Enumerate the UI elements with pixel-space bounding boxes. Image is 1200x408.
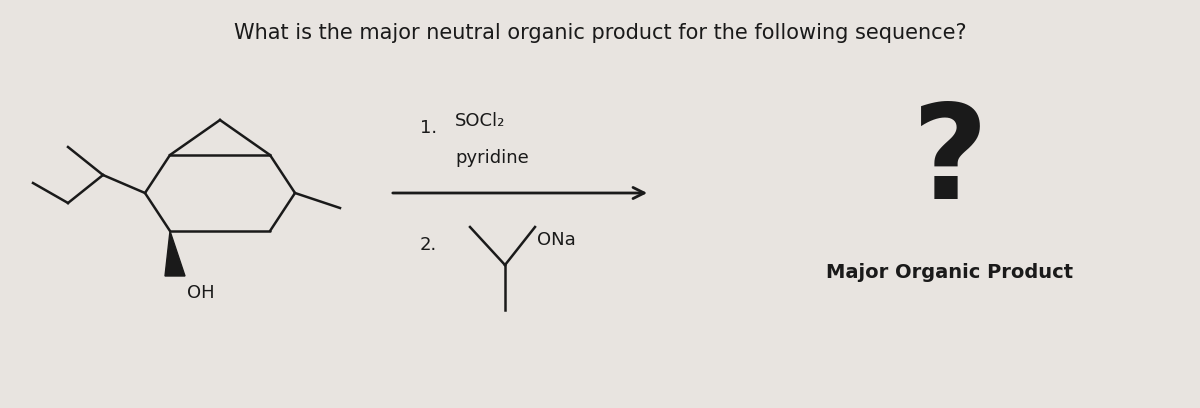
Text: ?: ? (912, 100, 989, 226)
Text: SOCl₂: SOCl₂ (455, 112, 505, 130)
Text: pyridine: pyridine (455, 149, 529, 167)
Text: OH: OH (187, 284, 215, 302)
Text: 1.: 1. (420, 119, 437, 137)
Text: Major Organic Product: Major Organic Product (827, 264, 1074, 282)
Text: ONa: ONa (538, 231, 576, 249)
Text: What is the major neutral organic product for the following sequence?: What is the major neutral organic produc… (234, 23, 966, 43)
Text: 2.: 2. (420, 236, 437, 254)
Polygon shape (166, 231, 185, 276)
